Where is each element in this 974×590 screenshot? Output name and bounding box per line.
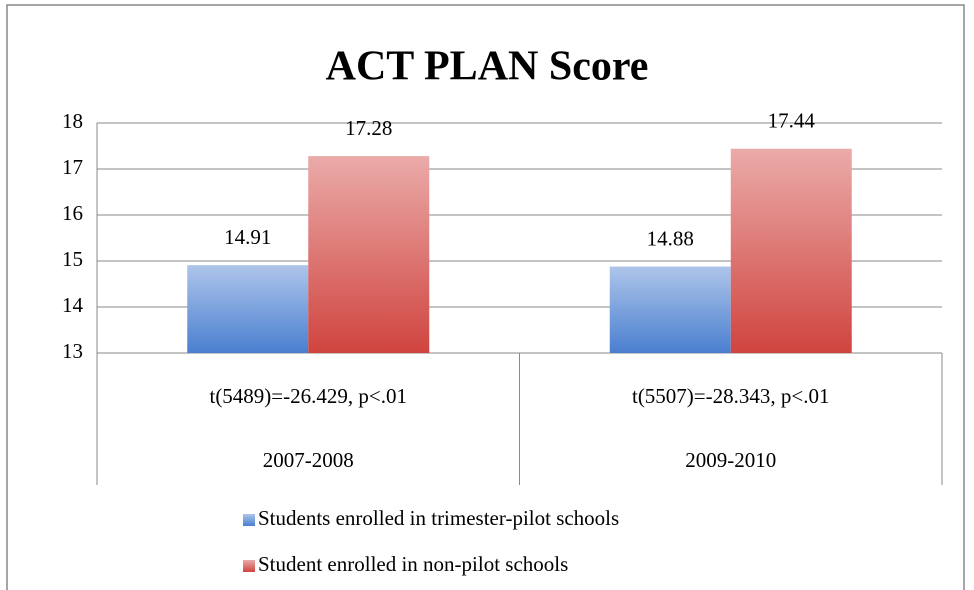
y-tick-label: 14	[62, 293, 84, 317]
y-tick-label: 18	[62, 109, 83, 133]
data-label: 17.28	[345, 116, 392, 140]
annotation: t(5507)=-28.343, p<.01	[632, 384, 830, 408]
chart-title: ACT PLAN Score	[326, 44, 649, 90]
x-tick-label: 2007-2008	[263, 448, 354, 472]
legend-swatch	[243, 560, 255, 572]
legend-swatch	[243, 514, 255, 526]
bar	[308, 156, 430, 353]
data-label: 17.44	[768, 109, 816, 133]
y-tick-label: 13	[62, 339, 83, 363]
annotation: t(5489)=-26.429, p<.01	[209, 384, 407, 408]
data-label: 14.91	[224, 225, 271, 249]
y-tick-label: 17	[62, 155, 83, 179]
legend-label: Students enrolled in trimester-pilot sch…	[258, 506, 619, 530]
bar	[730, 148, 852, 353]
bar	[187, 265, 309, 353]
data-label: 14.88	[647, 226, 694, 250]
y-tick-label: 16	[62, 201, 83, 225]
legend-label: Student enrolled in non-pilot schools	[258, 552, 568, 576]
x-tick-label: 2009-2010	[685, 448, 776, 472]
bar	[609, 266, 731, 353]
y-tick-label: 15	[62, 247, 83, 271]
